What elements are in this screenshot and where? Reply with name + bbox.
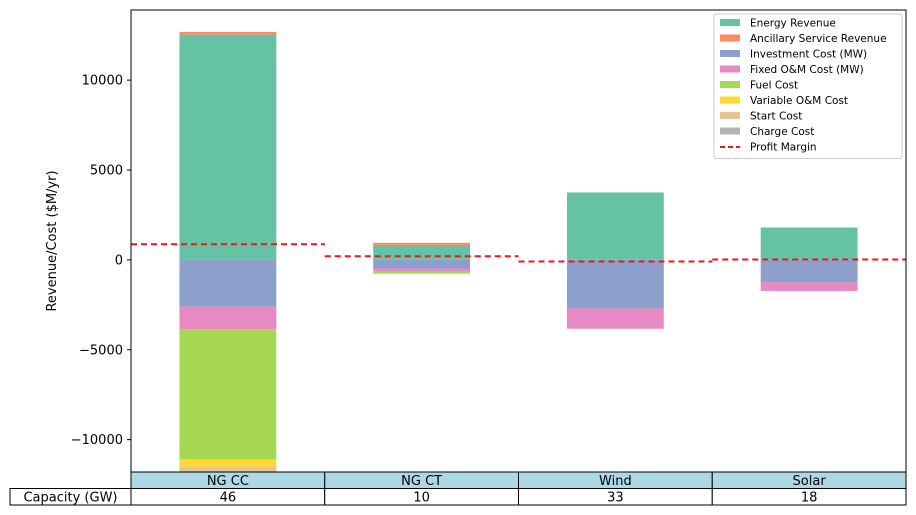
table-value-0: 46	[220, 490, 237, 505]
legend-label-2: Investment Cost (MW)	[750, 49, 867, 61]
bar-segment-1-4	[373, 271, 471, 273]
profit-margin-layer	[131, 243, 906, 263]
legend-label-7: Charge Cost	[750, 126, 814, 138]
bar-segment-2-3	[566, 308, 664, 329]
bar-segment-0-4	[179, 329, 277, 460]
table-header-label-1: NG CT	[401, 474, 442, 489]
bar-segment-1-6	[373, 273, 471, 275]
legend-swatch-7	[720, 127, 740, 135]
y-tick-label-3: 5000	[90, 163, 123, 178]
legend-label-3: Fixed O&M Cost (MW)	[750, 64, 864, 76]
table-value-3: 18	[801, 490, 818, 505]
table-header-label-0: NG CC	[207, 474, 249, 489]
table-value-2: 33	[607, 490, 624, 505]
bar-segment-2-2	[566, 259, 664, 309]
table-row-label-cell	[9, 488, 132, 506]
legend-swatch-6	[720, 112, 740, 119]
legend-label-1: Ancillary Service Revenue	[750, 33, 887, 45]
table-header-label-3: Solar	[793, 474, 827, 489]
table-row-label: Capacity (GW)	[23, 490, 117, 505]
legend-swatch-5	[720, 96, 740, 104]
bar-segment-1-0	[373, 244, 471, 260]
y-tick-label-2: 0	[115, 253, 123, 268]
legend-swatch-1	[720, 34, 740, 42]
legend-label-0: Energy Revenue	[750, 18, 836, 30]
legend-box	[713, 13, 903, 159]
legend-swatch-2	[720, 50, 740, 57]
bar-segment-3-2	[760, 259, 858, 283]
bar-segment-1-2	[373, 259, 471, 269]
y-tick-label-1: −5000	[79, 343, 123, 358]
legend-swatch-4	[720, 81, 740, 88]
legend-label-5: Variable O&M Cost	[750, 95, 848, 107]
table-value-1: 10	[413, 490, 430, 505]
bar-segment-1-5	[373, 272, 471, 274]
table-value-cell-3	[711, 488, 907, 506]
legend: Energy Revenue Ancillary Service Revenue I…	[713, 13, 903, 159]
bar-segment-0-0	[179, 34, 277, 260]
legend-swatch-3	[720, 65, 740, 73]
bar-segment-0-3	[179, 306, 277, 330]
y-tick-label-0: −10000	[71, 433, 123, 448]
table-header-label-2: Wind	[599, 474, 632, 489]
bar-segment-3-3	[760, 282, 858, 291]
bar-segment-3-0	[760, 227, 858, 260]
y-axis-label: Revenue/Cost ($M/yr)	[45, 170, 60, 311]
bar-segment-0-6	[179, 466, 277, 473]
bar-layer	[179, 31, 858, 473]
legend-label-6: Start Cost	[750, 111, 802, 123]
bar-segment-2-0	[566, 192, 664, 260]
y-tick-label-4: 10000	[82, 74, 123, 89]
bar-segment-0-5	[179, 459, 277, 467]
bar-segment-1-1	[373, 242, 471, 245]
y-axis: −10000 −5000 0 5000 10000	[71, 74, 131, 448]
legend-swatch-0	[720, 19, 740, 26]
legend-label-4: Fuel Cost	[750, 80, 798, 92]
bar-segment-0-1	[179, 31, 277, 35]
legend-label-profit-margin: Profit Margin	[750, 142, 817, 154]
bar-segment-1-3	[373, 268, 471, 272]
bar-segment-0-2	[179, 259, 277, 307]
